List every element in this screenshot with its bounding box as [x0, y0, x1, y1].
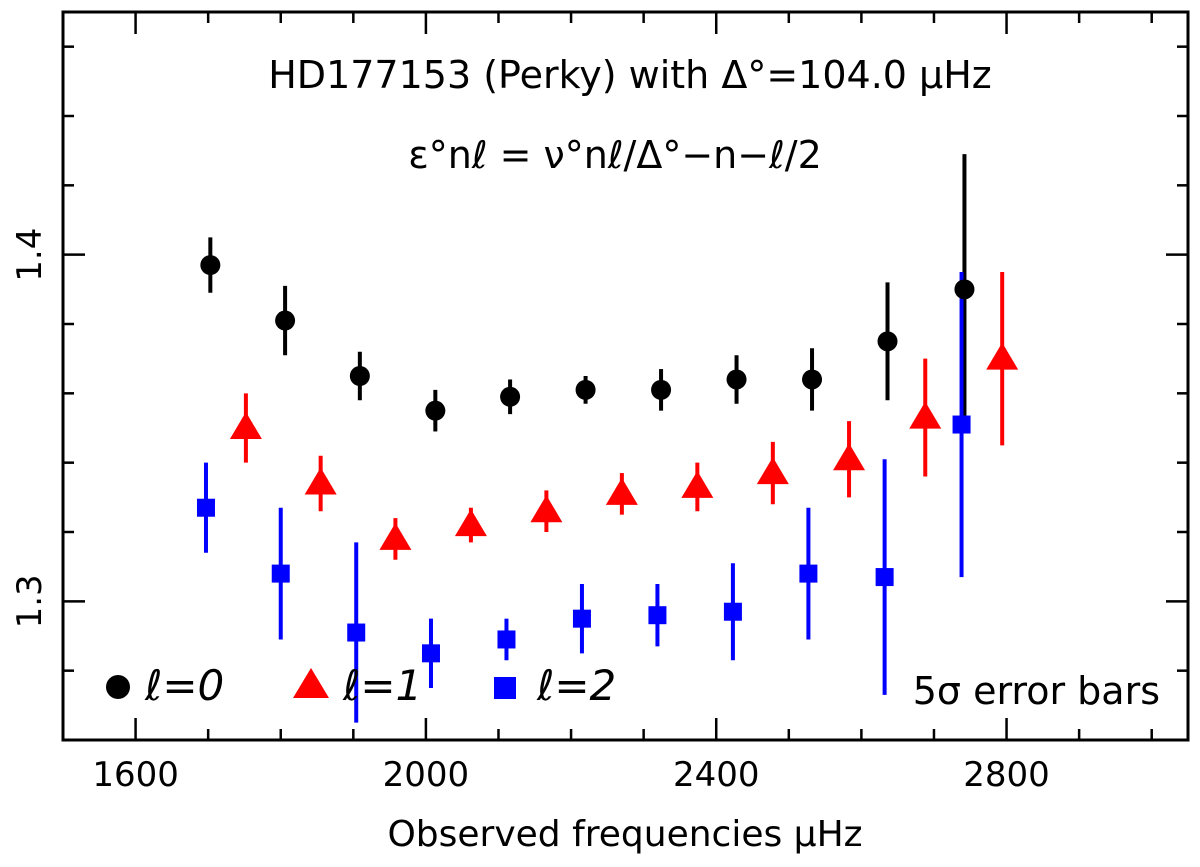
x-tick-label: 1600	[92, 755, 179, 795]
point-l2	[271, 564, 290, 583]
point-l0	[275, 310, 296, 331]
x-tick-labels: 1600 2000 2400 2800	[92, 755, 1049, 795]
annotation-error-bars: 5σ error bars	[913, 669, 1160, 713]
x-tick-label: 2400	[673, 755, 760, 795]
chart-title: HD177153 (Perky) with Δ°=104.0 μHz	[268, 53, 992, 97]
error-bars	[203, 154, 1005, 723]
point-l1	[986, 342, 1019, 370]
point-l2	[572, 609, 591, 628]
legend-marker-l2	[494, 677, 516, 699]
point-l0	[425, 400, 446, 421]
legend-label-l1: ℓ=1	[342, 661, 422, 710]
data-markers	[196, 255, 1019, 663]
point-l0	[877, 331, 898, 352]
point-l1	[304, 467, 337, 495]
point-l2	[347, 623, 366, 642]
point-l2	[799, 564, 818, 583]
point-l1	[909, 401, 942, 429]
legend-marker-l0	[106, 675, 130, 699]
point-l1	[379, 522, 412, 550]
y-tick-labels: 1.3 1.4	[10, 228, 50, 629]
legend: ℓ=0 ℓ=1 ℓ=2	[106, 661, 616, 710]
point-l2	[196, 498, 215, 517]
point-l2	[875, 568, 894, 587]
point-l1	[833, 443, 866, 471]
x-tick-label: 2800	[963, 755, 1050, 795]
point-l1	[229, 412, 262, 439]
y-tick-label: 1.4	[10, 228, 50, 282]
legend-label-l0: ℓ=0	[144, 661, 224, 710]
point-l0	[954, 279, 975, 300]
plot-frame	[61, 10, 1190, 742]
chart-subtitle: ε°nℓ = ν°nℓ/Δ°−n−ℓ/2	[408, 133, 822, 177]
point-l0	[726, 369, 747, 390]
point-l2	[723, 602, 742, 621]
point-l1	[454, 509, 487, 537]
y-tick-label: 1.3	[10, 574, 50, 628]
point-l0	[200, 255, 221, 276]
point-l0	[349, 366, 370, 386]
point-l0	[651, 379, 672, 400]
point-l2	[421, 644, 440, 663]
point-l0	[802, 369, 823, 390]
point-l1	[756, 457, 789, 485]
point-l0	[575, 379, 596, 400]
point-l1	[605, 477, 638, 505]
x-axis-label: Observed frequencies μHz	[387, 814, 862, 855]
legend-label-l2: ℓ=2	[536, 661, 616, 710]
point-l2	[497, 630, 516, 649]
point-l0	[500, 386, 521, 407]
point-l2	[952, 415, 971, 434]
axis-ticks	[63, 12, 1188, 742]
point-l2	[648, 606, 667, 625]
x-tick-label: 2000	[383, 755, 470, 795]
legend-marker-l1	[293, 668, 329, 698]
point-l1	[530, 495, 563, 523]
point-l1	[681, 470, 714, 498]
